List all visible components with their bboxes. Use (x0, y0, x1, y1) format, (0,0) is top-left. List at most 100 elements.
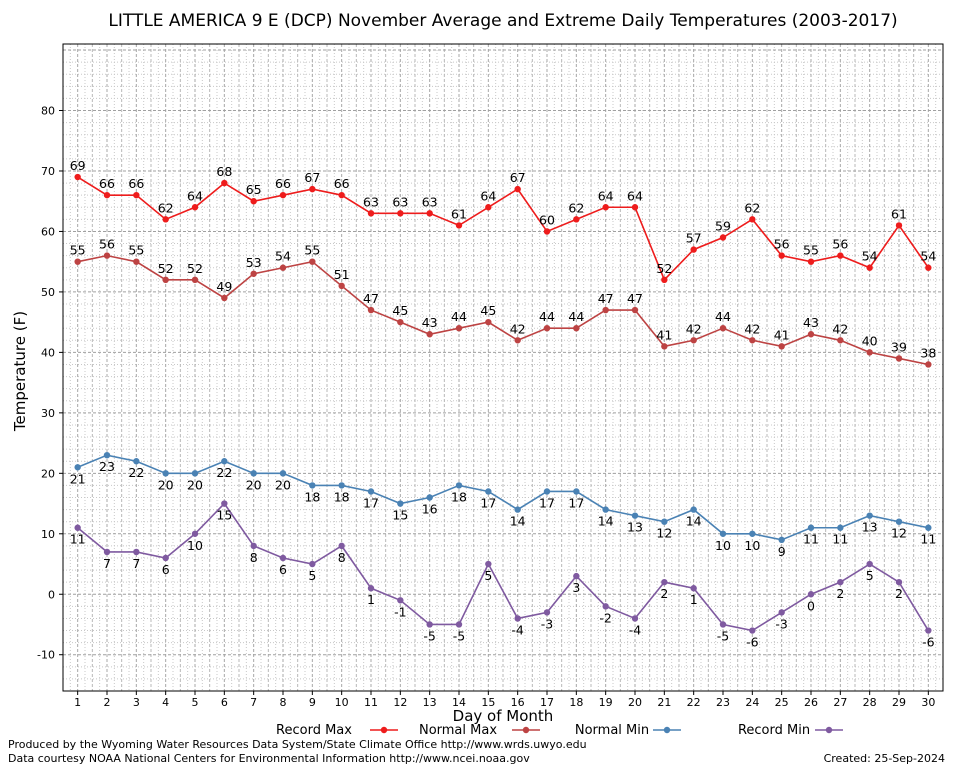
normal-min-point (573, 488, 580, 495)
normal-min-data-label: 13 (862, 520, 878, 535)
normal-min-data-label: 15 (392, 508, 408, 523)
record-max-data-label: 56 (774, 237, 790, 252)
normal-max-data-label: 44 (451, 309, 467, 324)
normal-max-data-label: 53 (246, 255, 262, 270)
normal-max-point (749, 337, 756, 344)
normal-max-point (309, 258, 316, 265)
normal-max-data-label: 45 (392, 303, 408, 318)
normal-min-data-label: 18 (304, 489, 320, 504)
record-min-point (221, 500, 228, 507)
normal-max-data-label: 52 (158, 261, 174, 276)
x-tick-label: 16 (511, 696, 525, 709)
normal-max-point (719, 324, 727, 332)
record-max-point (103, 191, 111, 199)
record-min-data-label: -3 (541, 616, 553, 631)
legend-label-record-min: Record Min (738, 723, 810, 738)
y-axis-label: Temperature (F) (11, 311, 29, 432)
normal-max-data-label: 42 (686, 321, 702, 336)
normal-min-data-label: 13 (627, 520, 643, 535)
normal-min-point (338, 482, 345, 489)
record-min-data-label: 7 (103, 556, 111, 571)
normal-max-point (807, 331, 815, 338)
record-min-point (719, 621, 727, 628)
record-min-point (367, 585, 375, 592)
x-tick-label: 2 (104, 696, 111, 709)
record-min-data-label: 3 (572, 580, 580, 595)
y-tick-label: 20 (41, 467, 55, 480)
record-max-data-label: 66 (334, 176, 350, 191)
normal-min-point (807, 524, 815, 531)
normal-min-data-label: 14 (686, 514, 702, 529)
record-max-point (807, 258, 815, 265)
record-max-data-label: 56 (832, 237, 848, 252)
record-max-point (338, 191, 345, 199)
record-max-data-label: 62 (568, 200, 584, 215)
series-normal-min: 21 23 22 20 20 22 20 20 18 18 17 15 16 18 17 14 17 17 14 13… (70, 451, 936, 559)
normal-max-data-label: 39 (891, 339, 907, 354)
normal-min-line (77, 454, 929, 541)
record-min-point (397, 597, 404, 604)
record-max-data-label: 66 (99, 176, 115, 191)
normal-max-point (543, 324, 551, 332)
record-max-data-label: 54 (920, 249, 936, 264)
record-min-data-label: -5 (453, 628, 465, 643)
x-axis-label: Day of Month (453, 707, 554, 725)
record-min-data-label: 6 (162, 562, 170, 577)
x-tick-label: 20 (628, 696, 642, 709)
x-tick-label: 25 (775, 696, 789, 709)
normal-max-data-label: 51 (334, 267, 350, 282)
record-min-point (426, 621, 433, 628)
normal-max-point (250, 270, 257, 277)
record-max-data-label: 63 (363, 194, 379, 209)
normal-min-data-label: 11 (920, 532, 936, 547)
record-max-point (602, 204, 609, 211)
x-tick-label: 5 (192, 696, 199, 709)
record-min-point (690, 585, 697, 592)
normal-max-point (191, 276, 199, 284)
normal-min-point (103, 451, 111, 459)
x-tick-label: 28 (863, 696, 877, 709)
record-max-point (221, 179, 228, 187)
record-min-point (895, 578, 903, 586)
normal-max-point (690, 337, 697, 344)
x-tick-label: 17 (540, 696, 554, 709)
normal-min-data-label: 20 (246, 477, 262, 492)
normal-max-data-label: 43 (803, 315, 819, 330)
normal-min-point (309, 482, 316, 489)
record-min-data-label: -5 (423, 628, 435, 643)
normal-min-point (191, 470, 199, 477)
legend-marker-record-min (825, 726, 833, 734)
y-tick-label: 0 (48, 588, 55, 601)
record-max-point (514, 185, 521, 193)
legend-label-normal-max: Normal Max (419, 723, 497, 738)
record-max-point (309, 185, 316, 193)
record-min-data-label: 1 (367, 592, 375, 607)
record-min-data-label: -2 (599, 610, 611, 625)
record-max-point (778, 252, 785, 259)
normal-min-point (866, 512, 873, 519)
normal-max-data-label: 40 (862, 333, 878, 348)
record-min-line (77, 502, 930, 632)
normal-min-point (661, 518, 668, 525)
x-tick-label: 22 (687, 696, 701, 709)
normal-min-point (631, 512, 639, 519)
record-min-data-label: 5 (484, 568, 492, 583)
normal-max-line (77, 254, 929, 366)
x-tick-label: 7 (250, 696, 257, 709)
normal-max-data-label: 41 (774, 327, 790, 342)
normal-max-point (367, 306, 375, 314)
record-min-data-label: -3 (775, 616, 787, 631)
y-tick-label: 10 (41, 528, 55, 541)
normal-max-data-label: 47 (598, 291, 614, 306)
record-max-data-label: 69 (70, 158, 86, 173)
record-min-data-label: 15 (216, 508, 232, 523)
normal-min-point (690, 506, 697, 513)
record-min-point (925, 627, 932, 634)
normal-max-point (602, 306, 609, 314)
record-max-data-label: 54 (862, 249, 878, 264)
normal-max-data-label: 52 (187, 261, 203, 276)
series-record-max: 69 66 66 62 64 68 65 66 67 66 63 63 63 61 64 67 60 62 64 64… (70, 158, 936, 284)
normal-min-point (778, 536, 785, 544)
record-min-data-label: -5 (717, 628, 729, 643)
record-max-data-label: 61 (451, 206, 467, 221)
